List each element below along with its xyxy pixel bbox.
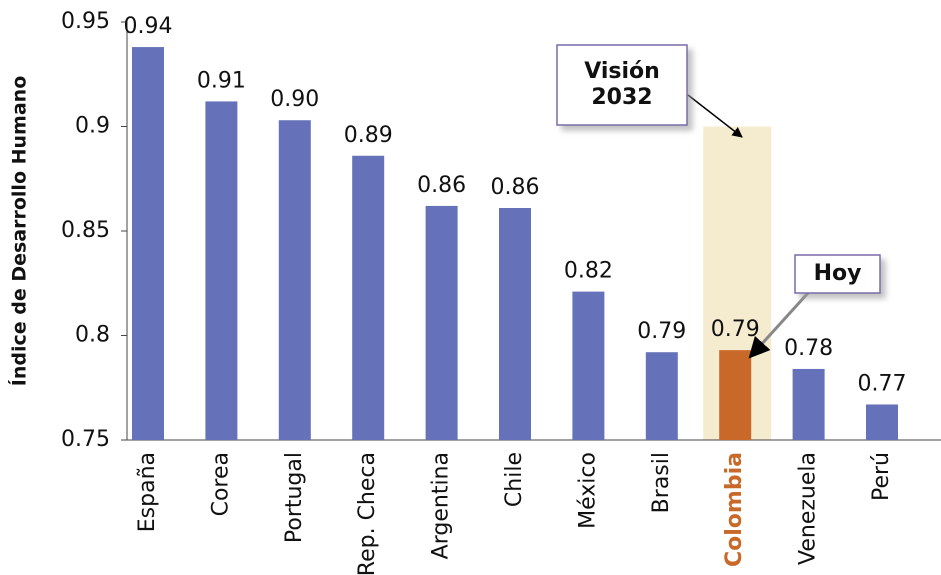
annotation-box xyxy=(556,44,688,126)
x-tick-label: Perú xyxy=(869,452,894,501)
annotation-arrow xyxy=(748,291,810,359)
value-label: 0.79 xyxy=(637,319,686,344)
annotation-text: Visión xyxy=(584,59,660,84)
bar xyxy=(425,205,458,440)
annotation-arrow xyxy=(687,94,743,138)
value-label: 0.94 xyxy=(124,14,173,39)
annotation-text: Hoy xyxy=(814,261,862,286)
bar xyxy=(719,350,752,440)
bar xyxy=(132,47,164,440)
x-tick-label: España xyxy=(135,452,160,532)
bar xyxy=(866,404,898,440)
value-label: 0.77 xyxy=(858,371,907,396)
x-tick-label: Brasil xyxy=(649,452,674,513)
y-tick-label: 0.9 xyxy=(75,114,110,139)
x-tick-label: Venezuela xyxy=(796,452,821,565)
bar xyxy=(352,155,385,440)
x-tick-label: México xyxy=(575,452,600,529)
value-label: 0.78 xyxy=(784,336,833,361)
x-tick-label: Chile xyxy=(502,452,527,507)
x-tick-label: Portugal xyxy=(282,452,307,543)
y-tick-label: 0.8 xyxy=(75,323,110,348)
y-tick-label: 0.95 xyxy=(61,9,110,34)
bar xyxy=(572,291,605,440)
y-axis-label: Índice de Desarrollo Humano xyxy=(8,76,31,386)
bar xyxy=(792,368,825,440)
x-tick-label: Argentina xyxy=(429,452,454,559)
x-tick-label: Corea xyxy=(208,452,233,516)
x-tick-label: Rep. Checa xyxy=(355,452,380,575)
x-tick-label: Colombia xyxy=(722,452,747,567)
value-label: 0.90 xyxy=(270,87,319,112)
bar xyxy=(499,208,531,440)
bar xyxy=(205,101,238,441)
annotation-text: 2032 xyxy=(591,85,652,110)
value-label: 0.82 xyxy=(564,259,613,284)
value-label: 0.89 xyxy=(344,123,393,148)
y-tick-label: 0.85 xyxy=(61,218,110,243)
bar xyxy=(278,120,311,440)
y-tick-label: 0.75 xyxy=(61,427,110,452)
value-label: 0.91 xyxy=(197,68,246,93)
value-label: 0.86 xyxy=(417,173,466,198)
value-label: 0.79 xyxy=(711,317,760,342)
value-label: 0.86 xyxy=(491,175,540,200)
bar xyxy=(645,352,678,440)
annotation-box xyxy=(794,254,881,294)
